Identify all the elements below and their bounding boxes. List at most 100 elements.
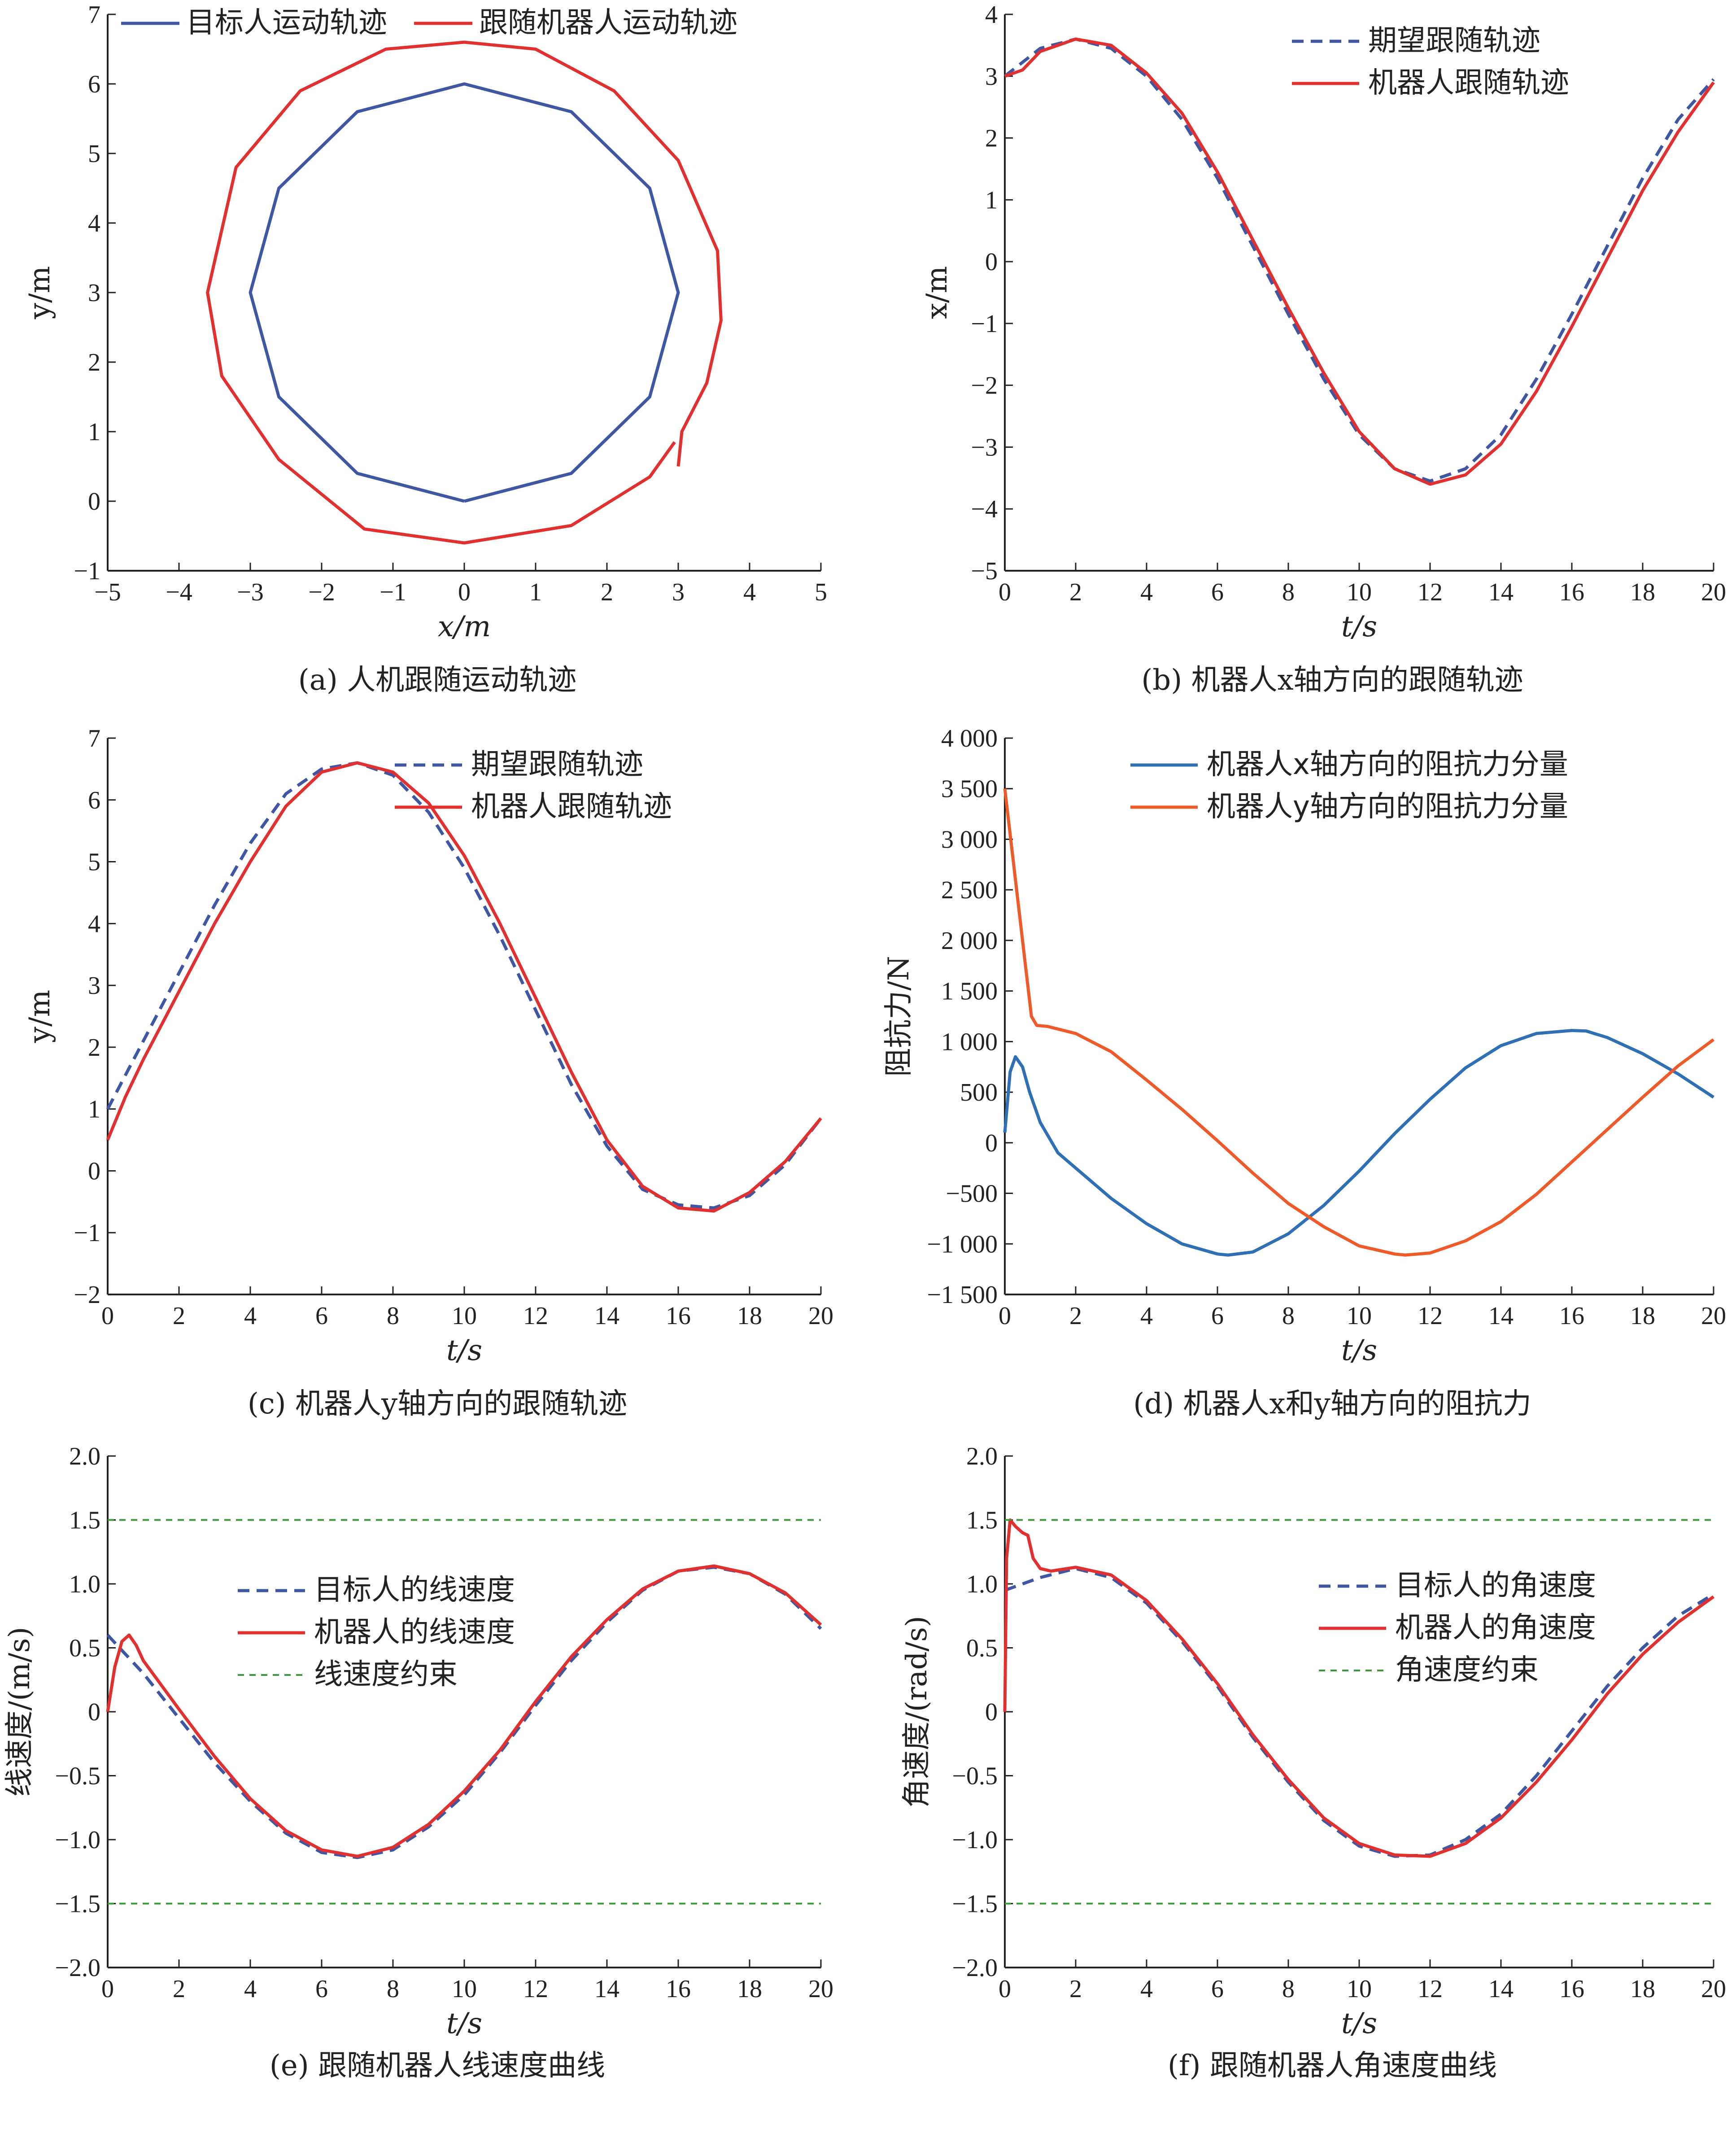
legend-label-0: 期望跟随轨迹 xyxy=(471,748,643,781)
y-tick-label: −0.5 xyxy=(55,1762,100,1790)
y-axis-label: y/m xyxy=(23,266,57,319)
y-tick-label: −1 xyxy=(971,310,998,338)
legend-label-1: 跟随机器人运动轨迹 xyxy=(479,6,737,39)
x-axis-label: t/s xyxy=(1341,2007,1377,2040)
series-line-1 xyxy=(1003,1518,1715,1858)
panel-caption: (b) 机器人x轴方向的跟随轨迹 xyxy=(1141,664,1523,697)
y-tick-label: 6 xyxy=(88,787,100,814)
y-tick-label: 1 000 xyxy=(941,1028,998,1056)
y-tick-label: 0.5 xyxy=(69,1635,100,1662)
x-tick-label: 14 xyxy=(1488,1302,1514,1330)
legend-label-2: 线速度约束 xyxy=(314,1658,458,1691)
x-tick-label: 16 xyxy=(1559,578,1584,606)
x-tick-label: 20 xyxy=(1701,1302,1726,1330)
y-tick-label: 1.5 xyxy=(69,1507,100,1535)
chart-c: 0 2 4 6 8 10 12 14 16 18 20−2−101234567t/sy/m期望跟随轨… xyxy=(23,725,833,1421)
y-tick-label: 3 xyxy=(985,63,998,91)
series-line-1 xyxy=(106,761,822,1213)
legend-label-0: 机器人x轴方向的阻抗力分量 xyxy=(1207,748,1568,781)
x-tick-label: 6 xyxy=(315,1302,328,1330)
chart-b: 0 2 4 6 8 10 12 14 16 18 20−5−4−3−2−101234t/sx/m期望… xyxy=(920,1,1726,697)
x-tick-label: 0 xyxy=(101,1302,114,1330)
series-line-1 xyxy=(206,40,723,545)
y-tick-label: 1.5 xyxy=(966,1507,998,1535)
y-tick-label: −1.0 xyxy=(952,1826,998,1854)
y-tick-label: 6 xyxy=(88,70,100,98)
x-axis-label: x/m xyxy=(438,610,491,643)
legend-label-0: 目标人的角速度 xyxy=(1395,1569,1596,1602)
panel-caption: (d) 机器人x和y轴方向的阻抗力 xyxy=(1133,1387,1531,1421)
x-tick-label: 12 xyxy=(1418,1975,1443,2003)
legend-label-0: 目标人运动轨迹 xyxy=(186,6,387,39)
y-axis-label: 线速度/(m/s) xyxy=(3,1627,36,1797)
y-axis-label: y/m xyxy=(23,990,57,1043)
y-axis-label: x/m xyxy=(920,266,954,319)
y-tick-label: 0 xyxy=(985,1698,998,1726)
x-tick-label: 6 xyxy=(1211,1975,1224,2003)
y-tick-label: 1.0 xyxy=(966,1570,998,1598)
x-tick-label: 6 xyxy=(315,1975,328,2003)
y-tick-label: −1 xyxy=(74,557,100,585)
y-tick-label: 4 000 xyxy=(941,725,998,752)
x-tick-label: 12 xyxy=(1418,1302,1443,1330)
panel-caption: (a) 人机跟随运动轨迹 xyxy=(298,664,576,697)
legend-label-2: 角速度约束 xyxy=(1395,1653,1539,1687)
legend-label-1: 机器人跟随轨迹 xyxy=(1368,66,1569,100)
y-tick-label: −1.5 xyxy=(55,1890,100,1918)
x-tick-label: 4 xyxy=(1140,1302,1153,1330)
legend-label-0: 目标人的线速度 xyxy=(314,1574,515,1607)
x-tick-label: 8 xyxy=(387,1975,399,2003)
x-tick-label: 4 xyxy=(743,578,756,606)
y-tick-label: 3 xyxy=(88,279,100,307)
y-tick-label: 2.0 xyxy=(69,1443,100,1470)
y-tick-label: 2 xyxy=(985,125,998,153)
x-tick-label: 18 xyxy=(737,1975,762,2003)
y-tick-label: −5 xyxy=(971,557,998,585)
y-tick-label: −2.0 xyxy=(952,1954,998,1982)
series-line-1 xyxy=(1003,788,1715,1257)
y-tick-label: −1 xyxy=(74,1219,100,1247)
x-tick-label: 12 xyxy=(1418,578,1443,606)
x-tick-label: 2 xyxy=(1069,1302,1082,1330)
y-tick-label: −2 xyxy=(74,1281,100,1309)
y-tick-label: −2 xyxy=(971,372,998,400)
x-tick-label: −2 xyxy=(308,578,335,606)
y-tick-label: 0 xyxy=(985,1129,998,1157)
y-tick-label: −1 500 xyxy=(927,1281,998,1309)
x-tick-label: 18 xyxy=(1630,578,1655,606)
y-tick-label: 3 xyxy=(88,972,100,1000)
x-tick-label: 0 xyxy=(101,1975,114,2003)
x-tick-label: 12 xyxy=(523,1975,548,2003)
chart-e: 0 2 4 6 8 10 12 14 16 18 20 −2.0 −1.5 −1.0 −0.5 0 0.5 1.0… xyxy=(3,1443,833,2082)
y-tick-label: 0 xyxy=(88,1157,100,1185)
y-tick-label: 5 xyxy=(88,140,100,168)
x-tick-label: 3 xyxy=(672,578,685,606)
x-tick-label: 4 xyxy=(244,1302,257,1330)
y-tick-label: 0 xyxy=(88,488,100,516)
y-tick-label: −2.0 xyxy=(55,1954,100,1982)
y-tick-label: 4 xyxy=(985,1,998,29)
y-tick-label: 3 000 xyxy=(941,826,998,853)
x-tick-label: 10 xyxy=(1347,578,1372,606)
x-tick-label: 18 xyxy=(1630,1975,1655,2003)
y-tick-label: 2 500 xyxy=(941,876,998,904)
panel-caption: (f) 跟随机器人角速度曲线 xyxy=(1168,2049,1497,2082)
x-tick-label: 10 xyxy=(452,1302,477,1330)
x-tick-label: 0 xyxy=(999,1302,1011,1330)
y-tick-label: 0 xyxy=(88,1698,100,1726)
y-tick-label: 500 xyxy=(960,1079,998,1106)
y-tick-label: −0.5 xyxy=(952,1762,998,1790)
legend-label-1: 机器人的线速度 xyxy=(314,1616,515,1649)
x-tick-label: 2 xyxy=(1069,578,1082,606)
x-tick-label: 14 xyxy=(1488,578,1514,606)
y-tick-label: 4 xyxy=(88,210,100,237)
y-tick-label: 4 xyxy=(88,910,100,938)
y-tick-label: −1.5 xyxy=(952,1890,998,1918)
x-tick-label: 12 xyxy=(523,1302,548,1330)
y-tick-label: −3 xyxy=(971,433,998,461)
legend-label-1: 机器人的角速度 xyxy=(1395,1611,1596,1644)
y-tick-label: 7 xyxy=(88,1,100,29)
y-tick-label: 1 xyxy=(985,186,998,214)
x-tick-label: 2 xyxy=(1069,1975,1082,2003)
y-tick-label: 2 xyxy=(88,1034,100,1062)
